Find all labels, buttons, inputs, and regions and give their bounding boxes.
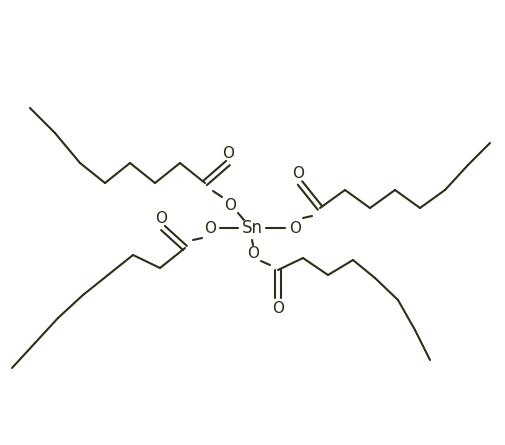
Text: O: O xyxy=(222,146,234,161)
Text: O: O xyxy=(292,166,304,181)
Text: O: O xyxy=(155,210,167,226)
Text: O: O xyxy=(247,246,259,260)
Text: O: O xyxy=(224,198,236,213)
Text: O: O xyxy=(272,300,284,316)
Text: O: O xyxy=(204,221,216,235)
Text: O: O xyxy=(289,221,301,235)
Text: Sn: Sn xyxy=(241,219,263,237)
